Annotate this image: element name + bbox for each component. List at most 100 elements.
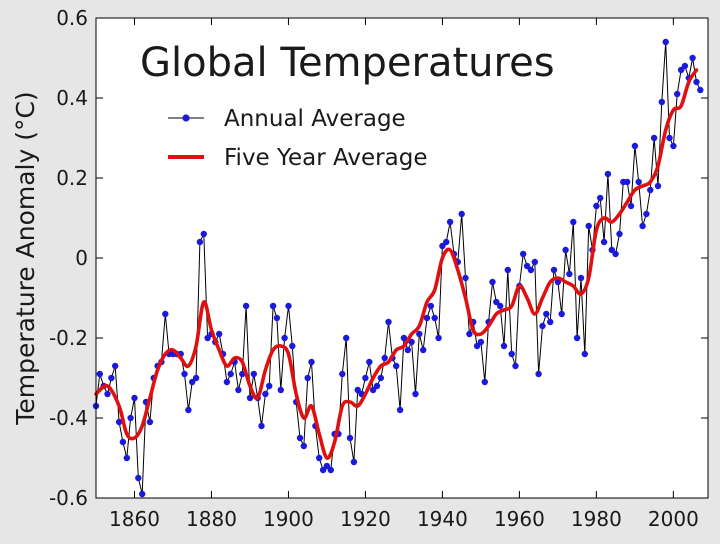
x-tick-label: 1860 bbox=[109, 507, 160, 531]
annual-average-point bbox=[508, 350, 515, 358]
annual-average-point bbox=[262, 390, 269, 398]
annual-average-point bbox=[431, 314, 438, 322]
annual-average-point bbox=[420, 346, 427, 354]
annual-average-point bbox=[689, 54, 696, 62]
annual-average-point bbox=[497, 302, 504, 310]
annual-average-point bbox=[616, 230, 623, 238]
annual-average-point bbox=[216, 330, 223, 338]
annual-average-point bbox=[308, 358, 315, 366]
x-tick-label: 1940 bbox=[417, 507, 468, 531]
annual-average-point bbox=[185, 406, 192, 414]
annual-average-point bbox=[319, 466, 327, 474]
five-year-average-line bbox=[94, 68, 699, 460]
annual-average-point bbox=[400, 334, 408, 342]
annual-average-point bbox=[677, 66, 685, 74]
annual-average-point bbox=[523, 262, 531, 270]
annual-average-point bbox=[654, 182, 662, 190]
x-tick-label: 1880 bbox=[186, 507, 237, 531]
annual-average-point bbox=[227, 370, 234, 378]
annual-average-point bbox=[119, 438, 127, 446]
y-tick-label: -0.6 bbox=[49, 486, 88, 510]
five-year-average-series bbox=[94, 68, 699, 460]
plot-frame bbox=[95, 17, 709, 499]
y-axis-label: Temperature Anomaly (°C) bbox=[11, 91, 40, 425]
legend-annual-marker-swatch bbox=[182, 114, 190, 122]
annual-average-point bbox=[458, 210, 465, 218]
annual-average-point bbox=[697, 86, 704, 94]
annual-average-point bbox=[600, 238, 608, 246]
annual-average-point bbox=[473, 342, 481, 350]
annual-average-point bbox=[489, 278, 496, 286]
annual-average-point bbox=[393, 362, 400, 370]
annual-average-point bbox=[554, 278, 562, 286]
annual-average-point bbox=[146, 418, 154, 426]
x-tick-label: 1920 bbox=[340, 507, 391, 531]
annual-average-point bbox=[135, 474, 142, 482]
annual-average-point bbox=[604, 170, 612, 178]
annual-average-point bbox=[477, 338, 485, 346]
annual-average-point bbox=[639, 222, 646, 230]
annual-average-point bbox=[131, 394, 138, 402]
y-tick-label: 0.2 bbox=[56, 166, 88, 190]
annual-average-point bbox=[443, 238, 450, 246]
annual-average-point bbox=[512, 362, 519, 370]
annual-average-point bbox=[404, 346, 411, 354]
annual-average-point bbox=[239, 370, 246, 378]
annual-average-point bbox=[558, 310, 565, 318]
annual-average-point bbox=[242, 302, 250, 310]
annual-average-point bbox=[354, 386, 361, 394]
annual-average-point bbox=[643, 210, 650, 218]
annual-average-point bbox=[531, 258, 538, 266]
annual-average-point bbox=[439, 242, 446, 250]
chart-title: Global Temperatures bbox=[140, 40, 555, 86]
annual-average-point bbox=[608, 246, 615, 254]
annual-average-point bbox=[385, 318, 392, 326]
annual-average-point bbox=[681, 62, 689, 70]
annual-average-point bbox=[627, 202, 635, 210]
x-axis: 1860 1880 1900 1920 1940 1960 1980 2000 bbox=[109, 18, 699, 531]
legend-five-year-label: Five Year Average bbox=[224, 145, 427, 171]
annual-average-point bbox=[635, 178, 642, 186]
y-tick-label: 0.6 bbox=[56, 6, 88, 30]
annual-average-point bbox=[235, 386, 242, 394]
annual-average-point bbox=[570, 218, 577, 226]
annual-average-point bbox=[520, 250, 527, 258]
annual-average-point bbox=[647, 186, 654, 194]
annual-average-point bbox=[670, 142, 677, 150]
annual-average-point bbox=[650, 134, 658, 142]
legend: Annual Average Five Year Average bbox=[168, 106, 427, 171]
annual-average-point bbox=[593, 202, 600, 210]
annual-average-point bbox=[381, 354, 388, 362]
x-tick-label: 2000 bbox=[648, 507, 699, 531]
annual-average-point bbox=[624, 178, 631, 186]
y-tick-label: -0.2 bbox=[49, 326, 88, 350]
annual-average-point bbox=[466, 330, 473, 338]
annual-average-point bbox=[412, 390, 419, 398]
annual-average-point bbox=[377, 374, 384, 382]
annual-average-point bbox=[162, 310, 169, 318]
annual-average-point bbox=[192, 374, 200, 382]
annual-average-point bbox=[369, 386, 377, 394]
annual-average-point bbox=[339, 370, 346, 378]
annual-average-point bbox=[493, 298, 500, 306]
annual-average-point bbox=[662, 38, 669, 46]
annual-average-point bbox=[362, 374, 369, 382]
annual-average-point bbox=[273, 314, 281, 322]
plot-area bbox=[96, 18, 708, 498]
annual-average-point bbox=[246, 394, 254, 402]
annual-average-point bbox=[585, 222, 592, 230]
legend-annual-label: Annual Average bbox=[224, 106, 406, 132]
annual-average-point bbox=[189, 378, 196, 386]
annual-average-point bbox=[96, 370, 104, 378]
y-axis: -0.6 -0.4 -0.2 0 0.2 0.4 0.6 bbox=[49, 6, 708, 510]
annual-average-point bbox=[285, 302, 292, 310]
annual-average-point bbox=[196, 238, 204, 246]
annual-average-point bbox=[550, 266, 558, 274]
annual-average-point bbox=[481, 378, 488, 386]
x-tick-label: 1960 bbox=[494, 507, 545, 531]
y-tick-label: 0.4 bbox=[56, 86, 88, 110]
annual-average-point bbox=[535, 370, 542, 378]
annual-average-point bbox=[350, 458, 358, 466]
annual-average-point bbox=[504, 266, 511, 274]
